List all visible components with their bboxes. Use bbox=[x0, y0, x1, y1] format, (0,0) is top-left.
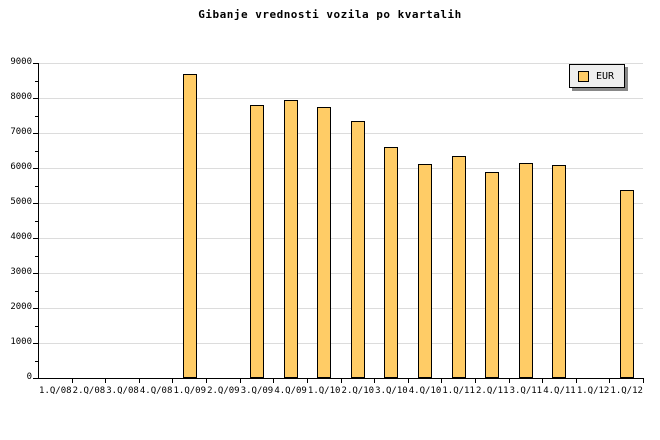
gridline bbox=[39, 168, 643, 169]
x-axis-label: 1.Q/12 bbox=[610, 386, 643, 396]
y-axis-minor-tick bbox=[35, 325, 38, 327]
x-axis-tick bbox=[508, 379, 510, 383]
y-axis-label: 8000 bbox=[10, 92, 32, 102]
bar bbox=[317, 107, 331, 378]
x-axis-line bbox=[38, 378, 644, 379]
x-axis-tick bbox=[239, 379, 241, 383]
x-axis-tick bbox=[374, 379, 376, 383]
x-axis-tick bbox=[138, 379, 140, 383]
y-axis-label: 7000 bbox=[10, 127, 32, 137]
y-axis-minor-tick bbox=[35, 185, 38, 187]
x-axis-tick bbox=[206, 379, 208, 383]
y-axis-label: 3000 bbox=[10, 267, 32, 277]
x-axis-tick bbox=[542, 379, 544, 383]
x-axis-label: 3.Q/08 bbox=[106, 386, 139, 396]
y-axis-tick bbox=[33, 343, 38, 344]
bar bbox=[552, 165, 566, 378]
x-axis-label: 1.Q/09 bbox=[173, 386, 206, 396]
x-axis-tick bbox=[71, 379, 73, 383]
x-axis-label: 4.Q/08 bbox=[139, 386, 173, 396]
y-axis-label: 1000 bbox=[10, 337, 32, 347]
gridline bbox=[39, 203, 643, 204]
y-axis-minor-tick bbox=[35, 290, 38, 292]
x-axis-label: 3.Q/11 bbox=[509, 386, 543, 396]
y-axis-tick bbox=[33, 273, 38, 274]
x-axis-label: 2.Q/09 bbox=[207, 386, 240, 396]
y-axis-minor-tick bbox=[35, 150, 38, 152]
y-axis-tick bbox=[33, 63, 38, 64]
bar bbox=[351, 121, 365, 378]
x-axis-label: 4.Q/10 bbox=[408, 386, 442, 396]
chart-title: Gibanje vrednosti vozila po kvartalih bbox=[198, 8, 462, 21]
y-axis-label: 0 bbox=[26, 372, 32, 382]
gridline bbox=[39, 343, 643, 344]
y-axis-label: 6000 bbox=[10, 162, 32, 172]
bar bbox=[418, 164, 432, 378]
bar bbox=[183, 74, 197, 378]
x-axis-label: 4.Q/09 bbox=[274, 386, 307, 396]
x-axis-tick bbox=[172, 379, 174, 383]
y-axis-tick bbox=[33, 238, 38, 239]
bar bbox=[620, 190, 634, 378]
x-axis-label: 4.Q/11 bbox=[543, 386, 576, 396]
x-axis-tick bbox=[273, 379, 275, 383]
gridline bbox=[39, 308, 643, 309]
x-axis-label: 2.Q/11 bbox=[475, 386, 509, 396]
y-axis-label: 5000 bbox=[10, 197, 32, 207]
x-axis-label: 1.Q/12 bbox=[576, 386, 610, 396]
x-axis-label: 3.Q/10 bbox=[375, 386, 408, 396]
x-axis-tick bbox=[575, 379, 577, 383]
y-axis-label: 9000 bbox=[10, 57, 32, 67]
y-axis-tick bbox=[33, 133, 38, 134]
x-axis-tick bbox=[340, 379, 342, 383]
y-axis-label: 2000 bbox=[10, 302, 32, 312]
gridline bbox=[39, 238, 643, 239]
x-axis-label: 2.Q/08 bbox=[72, 386, 106, 396]
x-axis-label: 1.Q/10 bbox=[307, 386, 341, 396]
y-axis-minor-tick bbox=[35, 360, 38, 362]
x-axis-tick bbox=[105, 379, 107, 383]
x-axis-label: 3.Q/09 bbox=[240, 386, 274, 396]
bar bbox=[384, 147, 398, 378]
bar bbox=[250, 105, 264, 378]
bar bbox=[485, 172, 499, 378]
y-axis-minor-tick bbox=[35, 115, 38, 117]
gridline bbox=[39, 273, 643, 274]
x-axis-tick bbox=[474, 379, 476, 383]
y-axis-label: 4000 bbox=[10, 232, 32, 242]
legend: EUR bbox=[569, 64, 625, 88]
gridline bbox=[39, 133, 643, 134]
bar bbox=[452, 156, 466, 378]
y-axis-minor-tick bbox=[35, 220, 38, 222]
x-axis-label: 2.Q/10 bbox=[341, 386, 375, 396]
gridline bbox=[39, 98, 643, 99]
y-axis-tick bbox=[33, 308, 38, 309]
x-axis-label: 1.Q/11 bbox=[442, 386, 475, 396]
y-axis-tick bbox=[33, 98, 38, 99]
y-axis-tick bbox=[33, 203, 38, 204]
bar bbox=[519, 163, 533, 378]
legend-swatch-eur bbox=[578, 70, 589, 82]
gridline bbox=[39, 63, 643, 64]
x-axis-tick bbox=[609, 379, 611, 383]
x-axis-tick bbox=[306, 379, 308, 383]
x-axis-label: 1.Q/08 bbox=[39, 386, 72, 396]
x-axis-tick bbox=[643, 379, 644, 383]
y-axis-line bbox=[38, 63, 39, 379]
y-axis-minor-tick bbox=[35, 80, 38, 82]
bar bbox=[284, 100, 298, 378]
y-axis-tick bbox=[33, 378, 38, 379]
y-axis-minor-tick bbox=[35, 255, 38, 257]
legend-label: EUR bbox=[596, 70, 615, 82]
x-axis-tick bbox=[441, 379, 443, 383]
y-axis-tick bbox=[33, 168, 38, 169]
x-axis-tick bbox=[407, 379, 409, 383]
